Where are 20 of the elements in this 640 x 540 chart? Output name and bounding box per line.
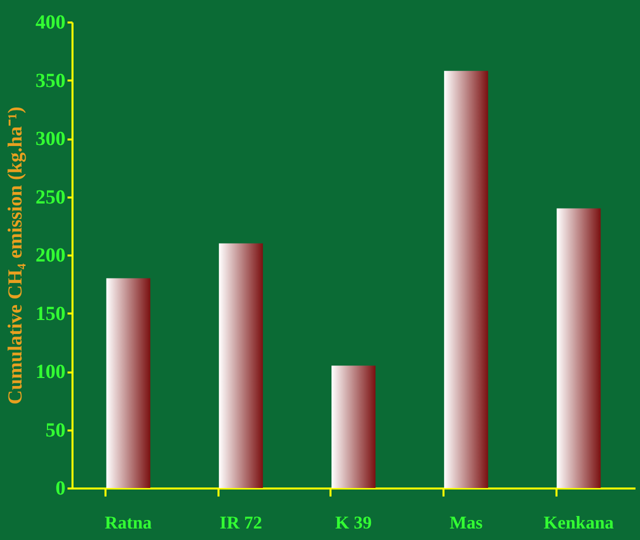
y-tick-label: 400 [36, 12, 66, 34]
y-axis-title: Cumulative CH₄ emission (kg.ha⁻¹) [4, 106, 26, 404]
bar [556, 208, 601, 488]
y-tick-label: 50 [46, 419, 66, 442]
y-tick-label: 150 [36, 302, 66, 325]
y-tick-label: 0 [56, 478, 66, 500]
x-tick-label: IR 72 [220, 512, 262, 532]
bar [218, 243, 263, 488]
x-tick-label: Kenkana [544, 512, 614, 532]
y-tick-label: 300 [36, 128, 66, 150]
y-tick-label: 100 [36, 361, 66, 383]
x-tick-label: Ratna [104, 512, 152, 532]
bar [444, 70, 488, 488]
x-tick-label: K 39 [335, 512, 372, 532]
y-tick-label: 200 [36, 244, 66, 266]
y-tick-label: 250 [36, 186, 66, 208]
bar [106, 278, 150, 488]
x-tick-label: Mas [450, 512, 483, 532]
y-tick-label: 350 [36, 70, 66, 92]
bar [332, 366, 376, 488]
